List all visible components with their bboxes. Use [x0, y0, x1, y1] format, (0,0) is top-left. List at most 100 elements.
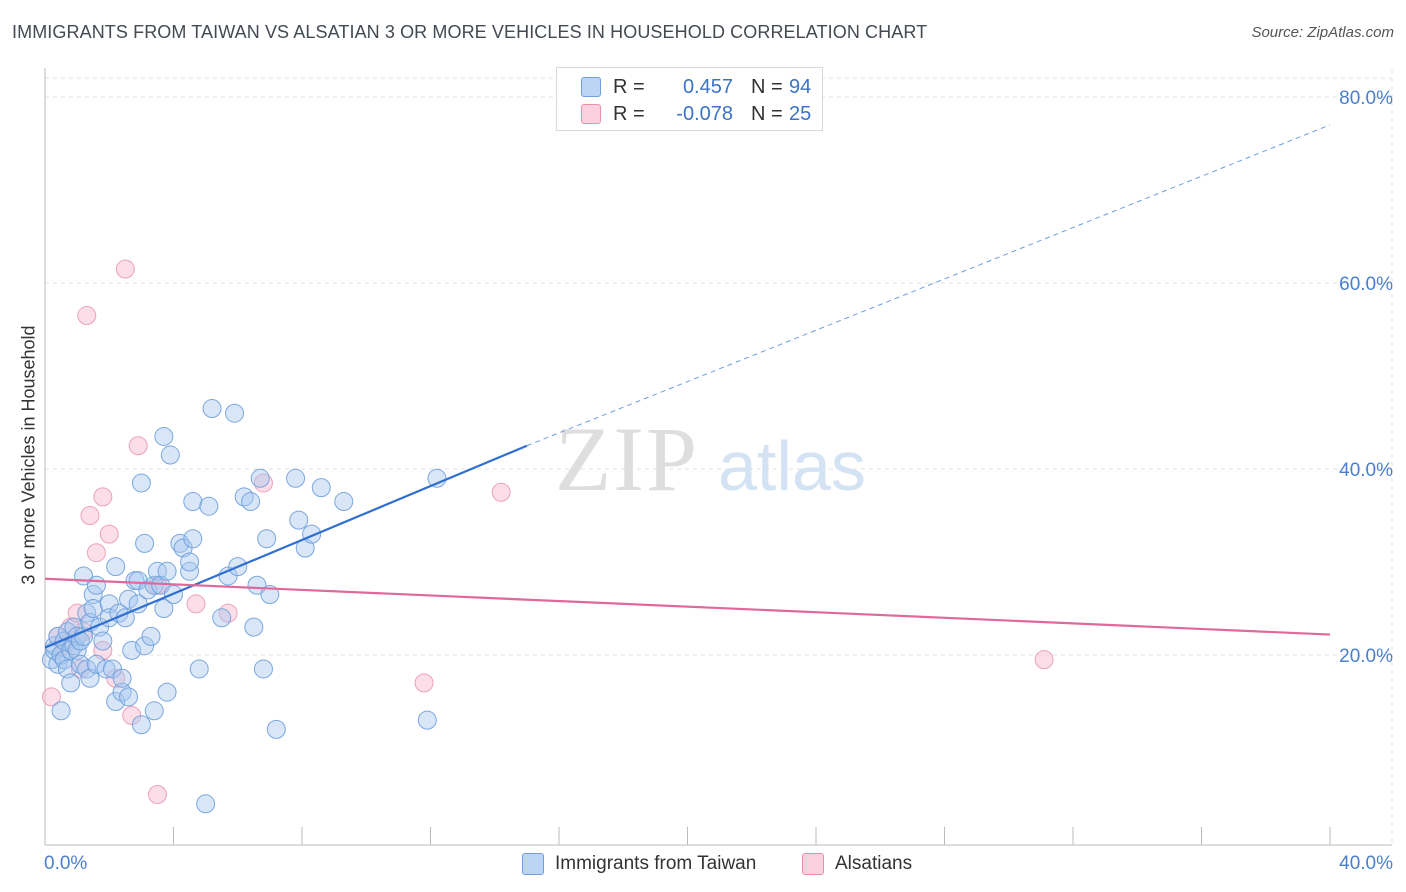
series-taiwan-points	[41, 399, 447, 814]
point-taiwan	[427, 468, 447, 488]
legend-label-alsatians: Alsatians	[835, 853, 913, 874]
point-taiwan	[122, 640, 142, 660]
point-taiwan	[244, 617, 264, 637]
x-tick-label-min: 0.0%	[44, 853, 87, 874]
point-taiwan	[135, 533, 155, 553]
point-taiwan	[141, 626, 161, 646]
point-alsatians	[93, 487, 113, 507]
point-alsatians	[186, 594, 206, 614]
point-taiwan	[212, 608, 232, 628]
point-taiwan	[119, 589, 139, 609]
y-tick-label: 20.0%	[1339, 646, 1393, 667]
legend-n-value: 25	[789, 102, 812, 125]
y-tick-label: 40.0%	[1339, 460, 1393, 481]
point-taiwan	[225, 403, 245, 423]
point-alsatians	[491, 482, 511, 502]
point-taiwan	[160, 445, 180, 465]
legend-swatch-alsatians	[802, 853, 824, 875]
watermark-zip: ZIP	[555, 408, 699, 510]
watermark: ZIP atlas	[555, 408, 866, 510]
point-taiwan	[289, 510, 309, 530]
point-taiwan	[51, 701, 71, 721]
point-alsatians	[414, 673, 434, 693]
point-taiwan	[74, 626, 94, 646]
point-alsatians	[41, 687, 61, 707]
point-taiwan	[135, 636, 155, 656]
legend-r-label: R =	[613, 75, 645, 98]
point-taiwan	[144, 575, 164, 595]
point-alsatians	[128, 436, 148, 456]
point-taiwan	[180, 552, 200, 572]
point-taiwan	[257, 529, 277, 549]
point-taiwan	[96, 659, 116, 679]
point-taiwan	[119, 687, 139, 707]
point-alsatians	[147, 785, 167, 804]
axes	[44, 68, 1392, 846]
point-taiwan	[241, 492, 261, 512]
legend-swatch-taiwan	[522, 853, 544, 875]
trend-line-taiwan	[44, 444, 528, 649]
point-taiwan	[106, 557, 126, 577]
legend-swatch-taiwan	[581, 77, 601, 97]
point-taiwan	[83, 599, 103, 618]
point-taiwan	[157, 682, 177, 702]
watermark-atlas: atlas	[718, 427, 866, 505]
point-taiwan	[183, 529, 203, 549]
point-taiwan	[311, 478, 331, 498]
point-taiwan	[247, 575, 267, 595]
point-taiwan	[147, 561, 167, 581]
tick-labels: 20.0% 40.0% 60.0% 80.0% 0.0% 40.0%	[44, 88, 1393, 874]
point-taiwan	[86, 575, 106, 595]
point-taiwan	[157, 561, 177, 581]
legend-item-alsatians[interactable]: Alsatians	[802, 853, 912, 875]
point-taiwan	[131, 715, 151, 735]
point-taiwan	[86, 654, 106, 674]
gridlines	[45, 70, 1393, 845]
legend-n-label: N =	[751, 75, 783, 98]
point-alsatians	[1034, 650, 1054, 670]
chart-title: IMMIGRANTS FROM TAIWAN VS ALSATIAN 3 OR …	[12, 22, 928, 42]
legend-r-value: 0.457	[682, 75, 733, 98]
point-taiwan	[57, 659, 77, 679]
point-taiwan	[199, 496, 219, 516]
point-alsatians	[80, 506, 100, 525]
legend-row-alsatians: R = -0.078 N = 25	[581, 101, 811, 127]
point-alsatians	[86, 543, 106, 563]
legend-item-taiwan[interactable]: Immigrants from Taiwan	[522, 853, 756, 875]
point-taiwan	[196, 794, 216, 814]
y-tick-label: 60.0%	[1339, 274, 1393, 295]
legend-label-taiwan: Immigrants from Taiwan	[555, 853, 757, 874]
point-taiwan	[61, 673, 81, 693]
trend-line-alsatians	[44, 577, 1331, 636]
point-taiwan	[106, 692, 126, 711]
x-tick-label-max: 40.0%	[1339, 853, 1393, 874]
point-taiwan	[80, 668, 100, 688]
point-taiwan	[93, 631, 113, 651]
legend-n-value: 94	[789, 75, 812, 98]
legend-swatch-alsatians	[581, 104, 601, 124]
point-taiwan	[266, 719, 286, 739]
point-alsatians	[115, 259, 135, 279]
y-axis-label: 3 or more Vehicles in Household	[18, 325, 39, 585]
point-taiwan	[154, 426, 174, 446]
trend-line-taiwan-projection	[526, 124, 1331, 447]
point-taiwan	[253, 659, 273, 679]
point-taiwan	[286, 468, 306, 488]
point-taiwan	[334, 492, 354, 512]
point-taiwan	[189, 659, 209, 679]
legend-row-taiwan: R = 0.457 N = 94	[581, 74, 811, 100]
point-alsatians	[77, 306, 97, 326]
point-taiwan	[260, 585, 280, 605]
point-taiwan	[183, 492, 203, 512]
point-alsatians	[67, 603, 87, 623]
legend-r-value: -0.078	[676, 102, 733, 125]
point-taiwan	[144, 701, 164, 721]
point-taiwan	[250, 468, 270, 488]
point-alsatians	[99, 524, 119, 544]
series-legend: Immigrants from Taiwan Alsatians	[0, 851, 1406, 879]
source-credit: Source: ZipAtlas.com	[1251, 24, 1394, 41]
point-taiwan	[154, 599, 174, 618]
point-taiwan	[112, 668, 132, 688]
point-taiwan	[202, 399, 222, 419]
